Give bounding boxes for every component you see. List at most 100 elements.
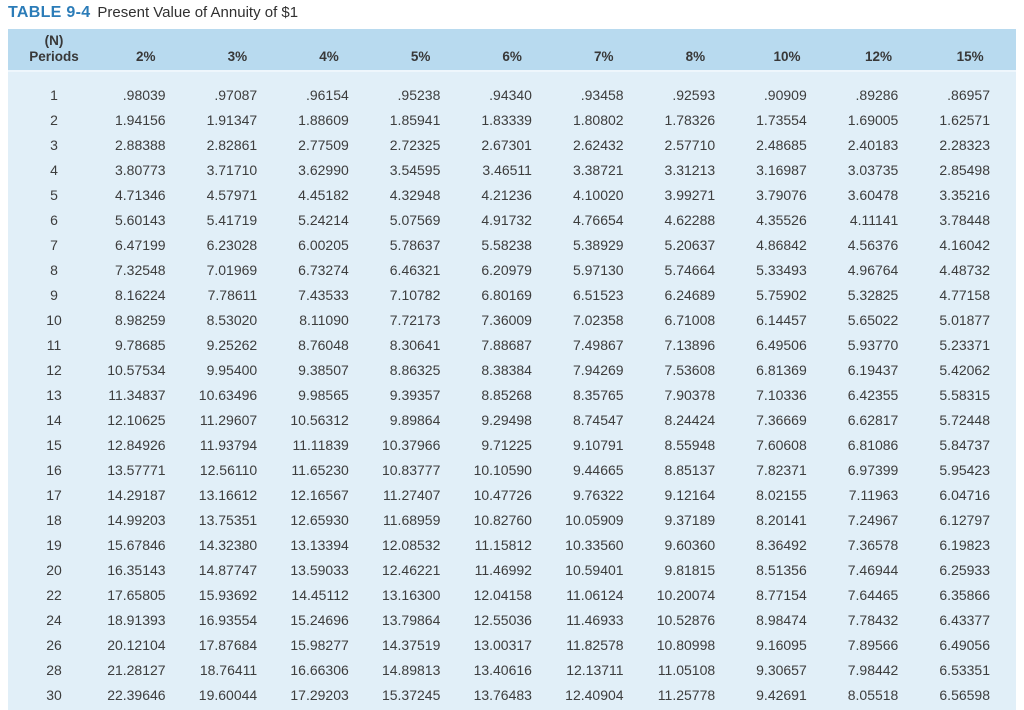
table-row: 19 15.67846 14.32380 13.13394 12.08532 11.158… [8,533,1016,559]
value-cell: 3.46511 [466,158,558,184]
value-cell: 13.00317 [466,633,558,659]
value-cell: 10.10590 [466,458,558,484]
value-cell: 22.39646 [100,683,192,710]
period-cell: 11 [8,333,100,359]
value-cell: 4.11141 [832,208,925,234]
annuity-table: (N) Periods 2% 3% 4% 5% 6% 7% 8% 10% 12% 15% 1.980… [8,29,1016,710]
column-header-rate: 4% [283,29,375,73]
value-cell: 4.48732 [924,258,1016,284]
value-cell: 5.58315 [924,383,1016,409]
value-cell: 6.42355 [832,383,925,409]
table-row: 14 12.10625 11.29607 10.56312 9.89864 9.29498… [8,408,1016,434]
value-cell: 16.66306 [283,658,375,684]
value-cell: 5.23371 [924,333,1016,359]
value-cell: 13.40616 [466,658,558,684]
value-cell: 14.87747 [191,558,284,584]
value-cell: .92593 [649,71,742,109]
column-header-rate: 12% [832,29,925,73]
table-row: 26 20.12104 17.87684 15.98277 14.37519 13.003… [8,633,1016,659]
value-cell: 6.25933 [924,558,1016,584]
value-cell: 14.32380 [191,533,284,559]
value-cell: 8.55948 [649,433,742,459]
value-cell: 12.55036 [466,608,558,634]
table-row: 24 18.91393 16.93554 15.24696 13.79864 12.550… [8,608,1016,634]
value-cell: 3.99271 [649,183,742,209]
column-header-rate: 7% [557,29,650,73]
table-row: 13 11.34837 10.63496 9.98565 9.39357 8.85268 8… [8,383,1016,409]
value-cell: 3.71710 [191,158,284,184]
value-cell: 4.10020 [557,183,650,209]
value-cell: 7.36669 [741,408,833,434]
table-row: 8 7.32548 7.01969 6.73274 6.46321 6.20979 5.97… [8,258,1016,284]
value-cell: .97087 [191,71,284,109]
value-cell: 4.76654 [557,208,650,234]
value-cell: 10.37966 [374,433,467,459]
value-cell: 5.33493 [741,258,833,284]
value-cell: 13.76483 [466,683,558,710]
value-cell: 9.12164 [649,483,742,509]
table-row: 1.98039.97087.96154.95238.94340.93458.92… [8,71,1016,109]
table-row: 11 9.78685 9.25262 8.76048 8.30641 7.88687 7.4… [8,333,1016,359]
value-cell: 5.01877 [924,308,1016,334]
value-cell: 3.62990 [283,158,375,184]
value-cell: 8.38384 [466,358,558,384]
value-cell: 17.65805 [100,583,192,609]
value-cell: 8.85268 [466,383,558,409]
value-cell: 5.75902 [741,283,833,309]
value-cell: 17.29203 [283,683,375,710]
period-cell: 4 [8,158,100,184]
value-cell: 2.28323 [924,133,1016,159]
value-cell: .98039 [100,71,192,109]
value-cell: 7.60608 [741,433,833,459]
value-cell: 3.79076 [741,183,833,209]
table-title: TABLE 9-4 Present Value of Annuity of $1 [0,0,1024,22]
value-cell: 5.95423 [924,458,1016,484]
table-row: 20 16.35143 14.87747 13.59033 12.46221 11.469… [8,558,1016,584]
period-cell: 20 [8,558,100,584]
period-cell: 9 [8,283,100,309]
value-cell: 2.62432 [557,133,650,159]
table-row: 10 8.98259 8.53020 8.11090 7.72173 7.36009 7.0… [8,308,1016,334]
value-cell: 6.49506 [741,333,833,359]
value-cell: 6.20979 [466,258,558,284]
value-cell: 11.46933 [557,608,650,634]
period-cell: 2 [8,108,100,134]
value-cell: 5.74664 [649,258,742,284]
value-cell: 9.25262 [191,333,284,359]
value-cell: 9.76322 [557,483,650,509]
value-cell: 7.43533 [283,283,375,309]
value-cell: 5.93770 [832,333,925,359]
period-cell: 7 [8,233,100,259]
value-cell: 6.51523 [557,283,650,309]
value-cell: 1.85941 [374,108,467,134]
value-cell: 12.13711 [557,658,650,684]
column-header-rate: 15% [924,29,1016,73]
table-number-label: TABLE 9-4 [8,4,91,21]
column-header-rate: 6% [466,29,558,73]
value-cell: 6.04716 [924,483,1016,509]
value-cell: 6.43377 [924,608,1016,634]
value-cell: 6.35866 [924,583,1016,609]
value-cell: 13.75351 [191,508,284,534]
value-cell: 10.33560 [557,533,650,559]
value-cell: 1.80802 [557,108,650,134]
value-cell: 4.16042 [924,233,1016,259]
value-cell: 5.58238 [466,233,558,259]
value-cell: 12.46221 [374,558,467,584]
table-row: 15 12.84926 11.93794 11.11839 10.37966 9.7122… [8,433,1016,459]
table-row: 16 13.57771 12.56110 11.65230 10.83777 10.105… [8,458,1016,484]
value-cell: 9.78685 [100,333,192,359]
value-cell: .90909 [741,71,833,109]
value-cell: 2.67301 [466,133,558,159]
value-cell: 7.78611 [191,283,284,309]
value-cell: 13.16300 [374,583,467,609]
value-cell: 6.46321 [374,258,467,284]
value-cell: 8.98259 [100,308,192,334]
column-header-rate: 3% [191,29,284,73]
value-cell: 8.30641 [374,333,467,359]
value-cell: 11.05108 [649,658,742,684]
value-cell: 8.05518 [832,683,925,710]
value-cell: 13.57771 [100,458,192,484]
period-cell: 8 [8,258,100,284]
value-cell: 12.10625 [100,408,192,434]
